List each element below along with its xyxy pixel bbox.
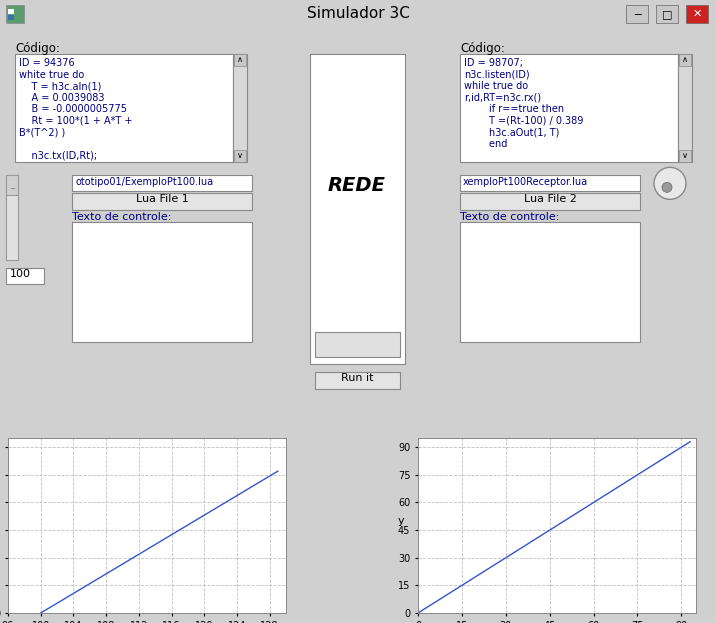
Text: B*(T^2) ): B*(T^2) ) (19, 128, 65, 138)
Bar (310, 54, 405, 364)
Text: end: end (464, 139, 508, 149)
Text: r,id,RT=n3c.rx(): r,id,RT=n3c.rx() (464, 93, 541, 103)
Text: n3c.tx(ID,Rt);: n3c.tx(ID,Rt); (19, 150, 97, 160)
Bar (72, 175, 252, 191)
Bar (233, 54, 247, 163)
Bar (15, 54, 233, 163)
Text: ∨: ∨ (237, 151, 243, 160)
Text: B = -0.0000005775: B = -0.0000005775 (19, 105, 127, 115)
Text: while true do: while true do (464, 82, 528, 92)
Bar (679, 54, 691, 67)
Text: REDE: REDE (328, 176, 386, 195)
Bar (72, 193, 252, 211)
Bar (315, 332, 400, 357)
Text: Simulador 3C: Simulador 3C (306, 6, 410, 22)
Bar (315, 372, 400, 389)
Bar (686, 5, 708, 23)
Text: Run it: Run it (341, 373, 373, 383)
Text: ∧: ∧ (682, 55, 688, 64)
Text: Código:: Código: (15, 42, 60, 55)
Text: Texto de controle:: Texto de controle: (72, 212, 171, 222)
Bar (656, 5, 678, 23)
Text: ✕: ✕ (692, 9, 702, 19)
Text: 100: 100 (10, 269, 31, 279)
Text: A = 0.0039083: A = 0.0039083 (19, 93, 105, 103)
Text: Texto de controle:: Texto de controle: (460, 212, 559, 222)
Text: ID = 98707;: ID = 98707; (464, 59, 523, 69)
Bar (626, 5, 648, 23)
Text: T = h3c.aIn(1): T = h3c.aIn(1) (19, 82, 102, 92)
Bar (234, 150, 246, 163)
Text: □: □ (662, 9, 672, 19)
Bar (460, 54, 678, 163)
Text: ∧: ∧ (237, 55, 243, 64)
Bar (460, 193, 640, 211)
Bar (6, 269, 44, 284)
Text: Rt = 100*(1 + A*T +: Rt = 100*(1 + A*T + (19, 116, 132, 126)
Bar (72, 222, 252, 342)
Bar (234, 54, 246, 67)
Y-axis label: y: y (398, 515, 405, 525)
Text: n3c.listen(ID): n3c.listen(ID) (464, 70, 530, 80)
Text: xemploPt100Receptor.lua: xemploPt100Receptor.lua (463, 178, 588, 188)
Bar (6, 5, 24, 23)
Text: Lua File 2: Lua File 2 (523, 194, 576, 204)
Bar (678, 54, 692, 163)
Bar (460, 175, 640, 191)
Text: T =(Rt-100) / 0.389: T =(Rt-100) / 0.389 (464, 116, 584, 126)
Bar (8, 15, 14, 20)
Bar (8, 9, 14, 14)
Text: Código:: Código: (460, 42, 505, 55)
Text: ─: ─ (10, 186, 14, 193)
Text: ototipo01/ExemploPt100.lua: ototipo01/ExemploPt100.lua (75, 178, 213, 188)
Text: Lua File 1: Lua File 1 (135, 194, 188, 204)
Text: ∨: ∨ (682, 151, 688, 160)
Bar (460, 222, 640, 342)
Text: white true do: white true do (19, 70, 84, 80)
Circle shape (654, 168, 686, 199)
Text: if r==true then: if r==true then (464, 105, 564, 115)
Text: h3c.aOut(1, T): h3c.aOut(1, T) (464, 128, 559, 138)
Text: ID = 94376: ID = 94376 (19, 59, 74, 69)
Circle shape (662, 183, 672, 193)
Bar (6, 175, 18, 196)
Bar (679, 150, 691, 163)
Bar (6, 175, 18, 260)
Text: ─: ─ (634, 9, 640, 19)
